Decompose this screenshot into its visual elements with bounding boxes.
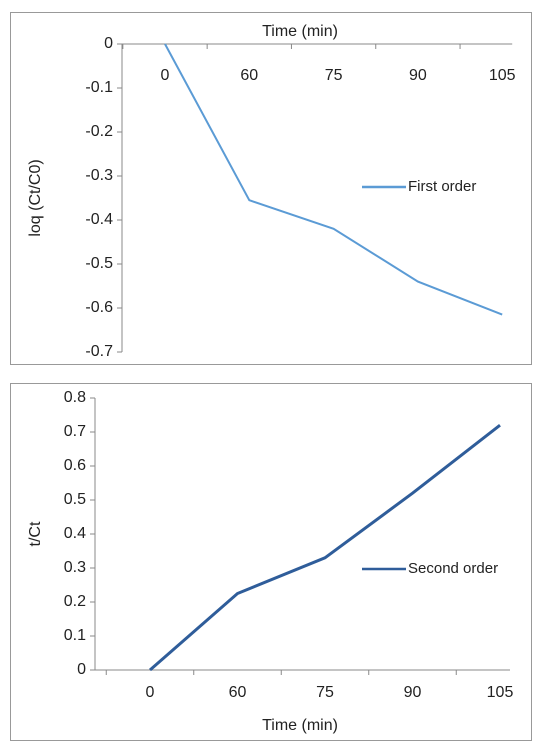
y-tick-label: 0.5 xyxy=(64,491,86,508)
y-tick-label: -0.5 xyxy=(85,255,113,272)
y-tick-label: 0.4 xyxy=(64,525,86,542)
x-tick-label: 105 xyxy=(489,67,516,84)
y-tick-label: 0.6 xyxy=(64,457,86,474)
x-tick-label: 75 xyxy=(325,67,343,84)
y-tick-label: -0.6 xyxy=(85,299,113,316)
y-tick-label: -0.4 xyxy=(85,211,113,228)
legend-label: First order xyxy=(408,178,476,195)
y-tick-label: -0.2 xyxy=(85,123,113,140)
y-tick-label: 0.3 xyxy=(64,559,86,576)
x-tick-label: 60 xyxy=(240,67,258,84)
y-tick-label: -0.7 xyxy=(85,343,113,360)
x-tick-label: 90 xyxy=(404,684,422,701)
chart-frame xyxy=(10,12,532,365)
data-line xyxy=(149,424,501,672)
y-tick-label: 0.8 xyxy=(64,389,86,406)
x-tick-label: 60 xyxy=(229,684,247,701)
y-tick-label: 0.1 xyxy=(64,627,86,644)
y-tick-label: -0.3 xyxy=(85,167,113,184)
x-axis-title: Time (min) xyxy=(262,717,338,734)
x-tick-label: 105 xyxy=(487,684,514,701)
y-tick-label: 0.2 xyxy=(64,593,86,610)
y-axis-title: t/Ct xyxy=(27,521,44,546)
y-tick-label: 0.7 xyxy=(64,423,86,440)
x-tick-label: 0 xyxy=(146,684,155,701)
x-tick-label: 75 xyxy=(316,684,334,701)
x-tick-label: 90 xyxy=(409,67,427,84)
y-tick-label: 0 xyxy=(77,661,86,678)
y-tick-label: 0 xyxy=(104,35,113,52)
x-tick-label: 0 xyxy=(161,67,170,84)
y-axis-title: loq (Ct/C0) xyxy=(27,159,44,236)
data-line xyxy=(164,43,503,316)
y-tick-label: -0.1 xyxy=(85,79,113,96)
legend-label: Second order xyxy=(408,560,498,577)
x-axis-title: Time (min) xyxy=(262,23,338,40)
chart-frame xyxy=(10,383,532,741)
